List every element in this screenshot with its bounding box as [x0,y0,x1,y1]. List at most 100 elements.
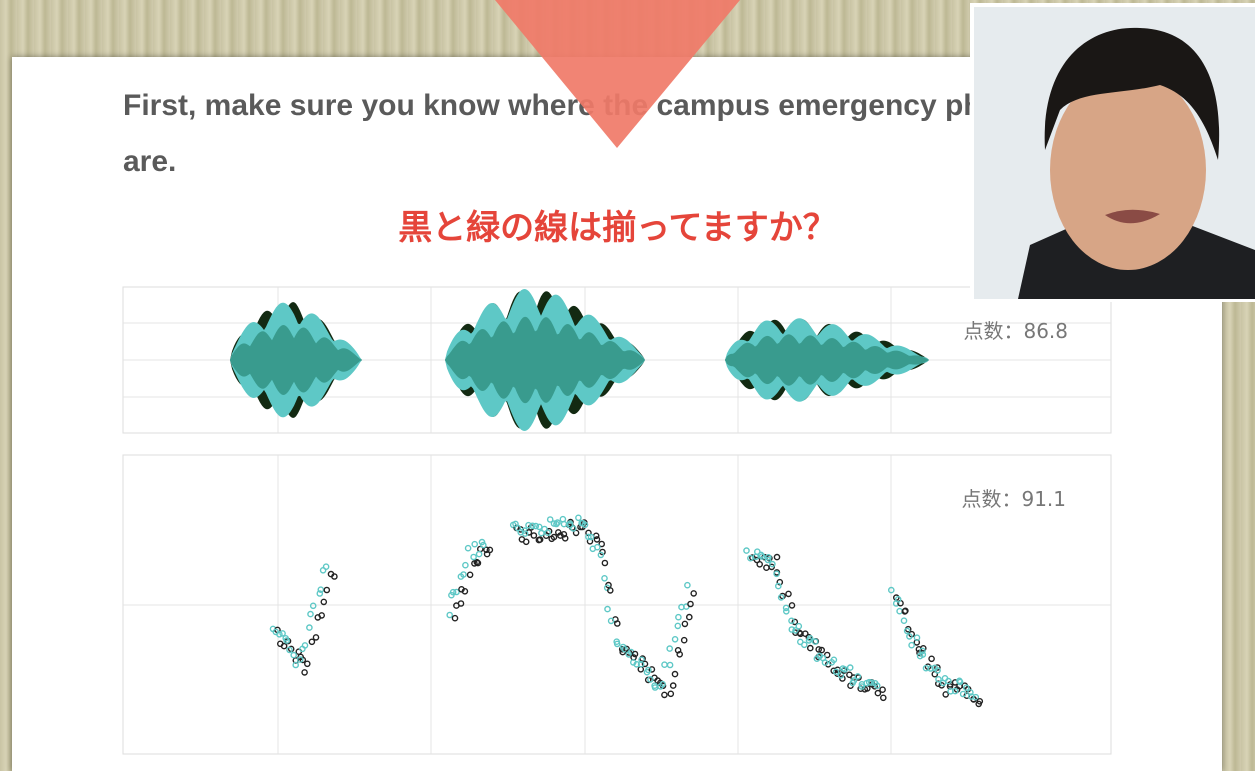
pitch-dot-reference [687,600,694,608]
pitch-dot-reference [942,691,950,698]
pitch-dot-reference [779,592,786,600]
pitch-dot-user [464,544,472,552]
pitch-dot-user [894,596,902,603]
pitch-dot-reference [901,608,909,615]
pitch-dot-reference [823,651,831,659]
pitch-dot-reference [474,559,482,567]
pitch-dot-reference [934,664,941,671]
pitch-dot-user [645,666,652,674]
pitch-dot-reference [560,531,568,538]
pitch-dot-user [647,676,654,683]
pitch-dot-user [607,617,615,625]
pitch-chart [122,454,1112,755]
pitch-dot-user [868,679,875,686]
pitch-dot-user [777,594,785,601]
pitch-dot-user [935,676,942,683]
waveform-overlap [230,325,400,395]
pitch-dot-reference [815,646,823,653]
pitch-dot-user [581,521,589,529]
pitch-dot-user [919,647,926,655]
pitch-dot-user [913,634,921,642]
pitch-dot-user [514,524,522,532]
pitch-dot-user [462,561,469,569]
pitch-dot-reference [671,670,679,678]
pitch-dot-user [597,551,605,559]
pitch-dot-user [306,624,313,631]
pitch-dot-user [292,661,300,669]
pitch-dot-user [575,514,582,522]
pitch-dot-reference [457,600,465,607]
pitch-dot-user [795,622,803,630]
pitch-dot-reference [641,660,649,668]
pitch-dot-user [972,693,980,701]
pitch-dot-user [296,656,304,663]
pitch-dot-user [854,673,862,680]
score-label: 点数：91.1 [961,487,1066,511]
pitch-dot-user [604,605,611,613]
pitch-dot-user [560,520,568,528]
pitch-dot-reference [879,686,886,694]
pitch-dot-user [908,641,915,649]
pitch-dot-user [613,640,621,648]
pitch-dot-reference [280,642,288,650]
pitch-dot-user [934,667,941,674]
pitch-dot-reference [788,602,796,609]
pitch-dot-user [850,677,858,684]
pitch-dot-reference [483,546,490,554]
pitch-dot-user [309,602,317,610]
pitch-dot-user [587,533,595,541]
pitch-dot-reference [880,694,887,702]
pitch-dot-reference [681,620,689,628]
pitch-dot-user [675,613,682,621]
pitch-dot-user [806,635,814,642]
pitch-dot-user [782,604,790,612]
pitch-dot-reference [598,540,606,548]
pitch-dot-reference [805,633,813,641]
pitch-dot-user [585,533,592,541]
pitch-dot-reference [557,532,564,539]
pitch-dot-reference [667,690,675,698]
pitch-dot-user [963,684,970,692]
pitch-dot-user [659,680,666,688]
pitch-dot-reference [601,559,609,567]
pitch-dot-reference [607,587,614,594]
pitch-dot-user [951,687,959,695]
pitch-dot-reference [773,553,781,561]
pitch-dot-reference [301,669,308,676]
pitch-dot-user [638,656,645,664]
pitch-dot-user [521,530,529,537]
pitch-dot-reference [818,646,826,654]
pitch-dot-reference [466,571,474,579]
pitch-dot-user [601,575,608,582]
pitch-dot-user [788,626,796,633]
pitch-dot-user [276,631,283,638]
photo-face [1050,70,1206,270]
pitch-dot-user [967,689,974,696]
pitch-dot-reference [648,666,656,673]
pitch-dot-reference [323,586,331,594]
pitch-dot-user [811,638,819,645]
pitch-dot-user [637,660,645,668]
pitch-dot-reference [303,660,311,668]
pitch-dot-reference [631,650,639,658]
pitch-dot-reference [331,573,338,580]
pitch-dot-user [538,529,545,537]
pitch-dot-user [279,630,286,637]
pitch-dot-user [775,582,782,590]
pitch-dot-reference [451,614,459,622]
pitch-dot-reference [686,613,693,621]
pitch-dot-user [754,548,761,556]
pitch-dot-user [832,668,840,676]
pitch-dot-user [792,627,799,634]
pitch-dot-reference [807,644,814,652]
pitch-dot-reference [661,691,668,699]
waveform-chart [122,286,1112,434]
pitch-dot-reference [839,675,846,682]
pitch-dot-reference [318,612,326,619]
pitch-dot-user [927,665,934,672]
pitch-dot-user [449,588,457,596]
pitch-dot-user [888,586,895,594]
pitch-dot-reference [928,655,935,663]
